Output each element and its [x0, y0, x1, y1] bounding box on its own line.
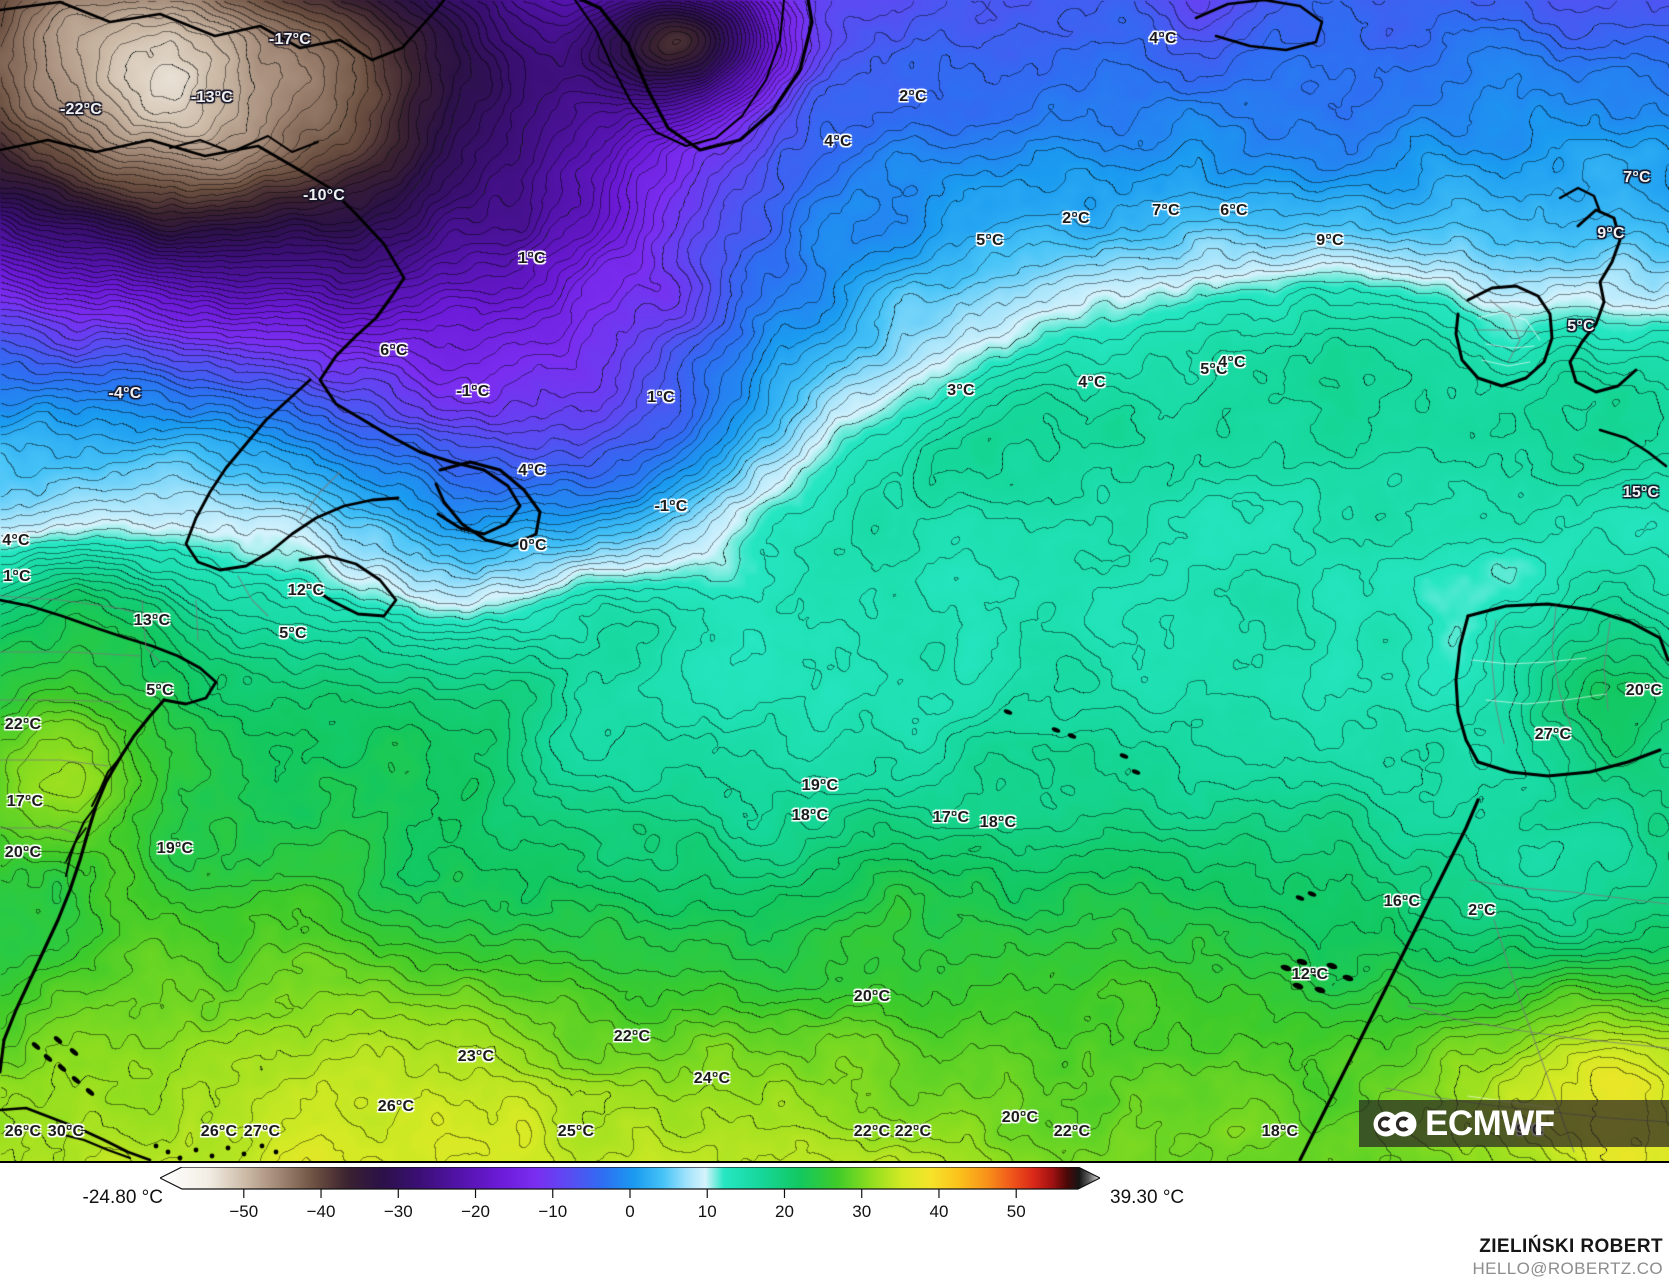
colorbar-tick-label: 30 — [852, 1202, 871, 1221]
colorbar-tick-label: 20 — [775, 1202, 794, 1221]
cc-logo-icon — [1373, 1111, 1417, 1136]
colorbar-tick-label: −40 — [307, 1202, 336, 1221]
colorbar-svg[interactable]: −50 −40 −30 −20 −10 0 10 20 30 40 50 — [158, 1166, 1102, 1237]
colorbar-min-value: -24.80 °C — [82, 1187, 163, 1208]
colorbar-scale[interactable]: −50 −40 −30 −20 −10 0 10 20 30 40 50 — [158, 1166, 1102, 1242]
colorbar-tick-label: 0 — [625, 1202, 634, 1221]
author-email: HELLO@ROBERTZ.CO — [1472, 1258, 1663, 1278]
ecmwf-logo[interactable]: ECMWF — [1359, 1100, 1669, 1147]
colorbar-tick-label: −30 — [384, 1202, 413, 1221]
colorbar-gradient — [160, 1167, 1100, 1189]
temperature-field-canvas[interactable] — [0, 0, 1669, 1161]
colorbar-max-value: 39.30 °C — [1110, 1187, 1185, 1208]
colorbar-ticks: −50 −40 −30 −20 −10 0 10 20 30 40 50 — [229, 1189, 1026, 1221]
colorbar-tick-label: −50 — [229, 1202, 258, 1221]
colorbar-tick-label: 40 — [930, 1202, 949, 1221]
colorbar-tick-label: −10 — [538, 1202, 567, 1221]
colorbar-tick-label: 10 — [698, 1202, 717, 1221]
colorbar-tick-label: 50 — [1007, 1202, 1026, 1221]
colorbar-tick-label: −20 — [461, 1202, 490, 1221]
ecmwf-wordmark: ECMWF — [1425, 1104, 1555, 1143]
temperature-map[interactable]: -17°C -22°C -13°C -10°C -4°C 4°C 1°C 6°C -1°C 1°C… — [0, 0, 1669, 1163]
attribution-block: ZIELIŃSKI ROBERT HELLO@ROBERTZ.CO — [1472, 1236, 1663, 1279]
author-name: ZIELIŃSKI ROBERT — [1479, 1236, 1663, 1257]
